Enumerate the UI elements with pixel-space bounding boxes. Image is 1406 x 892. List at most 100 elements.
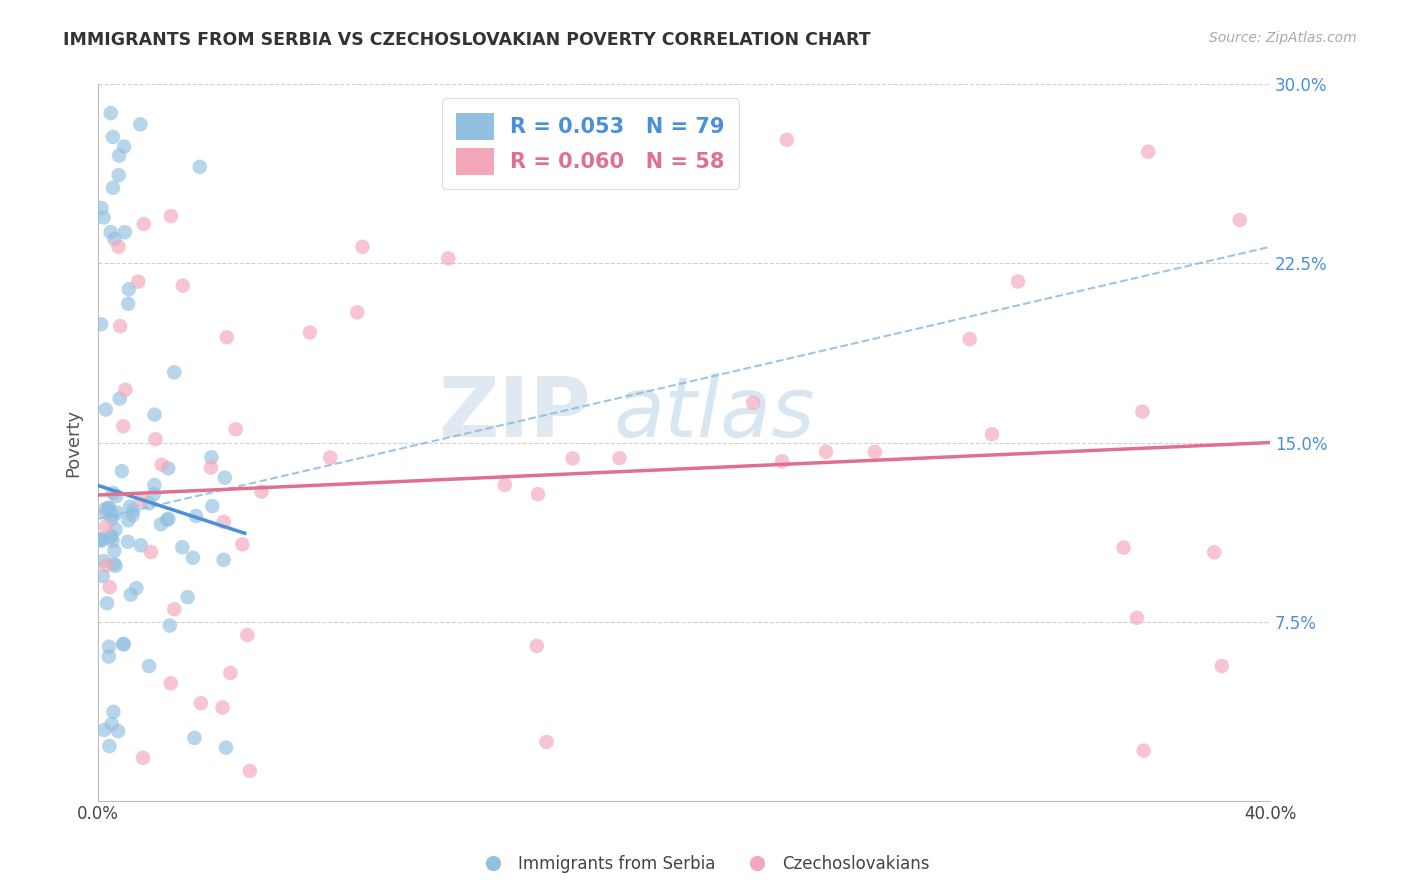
Point — [159, 676, 181, 690]
Point — [150, 458, 173, 472]
Point — [91, 569, 114, 583]
Point — [114, 383, 136, 397]
Text: ZIP: ZIP — [437, 374, 591, 454]
Point — [160, 209, 183, 223]
Point — [138, 496, 160, 510]
Text: atlas: atlas — [614, 374, 815, 454]
Point — [172, 278, 194, 293]
Point — [201, 499, 224, 513]
Point — [494, 478, 516, 492]
Point — [107, 168, 129, 182]
Point — [103, 557, 125, 571]
Point — [527, 487, 550, 501]
Point — [959, 332, 981, 346]
Point — [142, 487, 165, 501]
Point — [1132, 404, 1154, 418]
Point — [103, 543, 125, 558]
Point — [94, 506, 117, 520]
Point — [742, 396, 765, 410]
Point — [108, 319, 131, 334]
Point — [100, 530, 122, 544]
Point — [211, 700, 233, 714]
Y-axis label: Poverty: Poverty — [65, 409, 82, 476]
Point — [108, 392, 131, 406]
Point — [104, 523, 127, 537]
Point — [90, 318, 112, 332]
Point — [101, 508, 124, 523]
Point — [231, 537, 253, 551]
Point — [219, 665, 242, 680]
Point — [101, 511, 124, 525]
Point — [236, 628, 259, 642]
Point — [112, 637, 135, 651]
Point — [112, 637, 135, 651]
Point — [118, 500, 141, 514]
Point — [129, 538, 152, 552]
Point — [117, 513, 139, 527]
Point — [181, 550, 204, 565]
Point — [103, 705, 125, 719]
Point — [101, 486, 124, 500]
Point — [112, 419, 135, 434]
Point — [101, 533, 124, 548]
Point — [127, 275, 149, 289]
Point — [1211, 659, 1233, 673]
Point — [98, 739, 121, 753]
Point — [190, 696, 212, 710]
Point — [129, 117, 152, 131]
Point — [536, 735, 558, 749]
Point — [143, 478, 166, 492]
Point — [149, 517, 172, 532]
Point — [183, 731, 205, 745]
Point — [100, 106, 122, 120]
Point — [212, 515, 235, 529]
Legend: R = 0.053   N = 79, R = 0.060   N = 58: R = 0.053 N = 79, R = 0.060 N = 58 — [441, 98, 740, 189]
Point — [159, 618, 181, 632]
Text: IMMIGRANTS FROM SERBIA VS CZECHOSLOVAKIAN POVERTY CORRELATION CHART: IMMIGRANTS FROM SERBIA VS CZECHOSLOVAKIA… — [63, 31, 870, 49]
Point — [776, 133, 799, 147]
Point — [571, 173, 593, 187]
Point — [172, 540, 194, 554]
Point — [98, 501, 121, 516]
Point — [98, 640, 121, 654]
Point — [212, 553, 235, 567]
Point — [90, 201, 112, 215]
Point — [90, 533, 112, 547]
Point — [103, 232, 125, 246]
Point — [526, 639, 548, 653]
Point — [163, 602, 186, 616]
Point — [524, 159, 547, 173]
Point — [157, 512, 180, 526]
Point — [121, 508, 143, 523]
Point — [239, 764, 262, 778]
Point — [117, 297, 139, 311]
Point — [138, 659, 160, 673]
Point — [117, 534, 139, 549]
Point — [215, 740, 238, 755]
Point — [319, 450, 342, 465]
Point — [214, 470, 236, 484]
Point — [111, 464, 134, 478]
Point — [1007, 275, 1029, 289]
Point — [188, 160, 211, 174]
Point — [100, 529, 122, 543]
Point — [250, 484, 273, 499]
Point — [94, 519, 117, 533]
Point — [100, 225, 122, 239]
Point — [145, 432, 167, 446]
Point — [94, 402, 117, 417]
Point — [90, 533, 112, 548]
Point — [139, 545, 162, 559]
Point — [125, 581, 148, 595]
Point — [107, 724, 129, 739]
Point — [112, 139, 135, 153]
Point — [814, 444, 837, 458]
Point — [94, 501, 117, 516]
Point — [97, 649, 120, 664]
Point — [96, 596, 118, 610]
Point — [93, 723, 115, 737]
Point — [981, 427, 1004, 442]
Point — [200, 450, 222, 465]
Point — [770, 454, 793, 468]
Point — [437, 252, 460, 266]
